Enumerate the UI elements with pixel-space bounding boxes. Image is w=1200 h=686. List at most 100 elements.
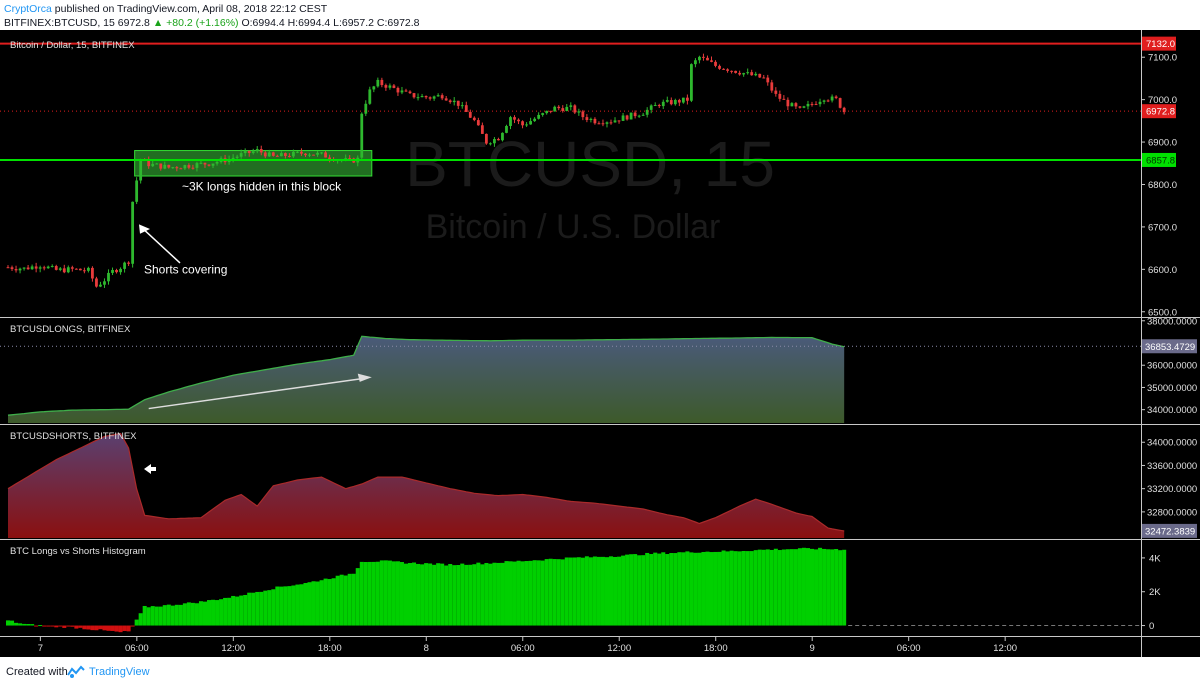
longs-axis-label: 35000.0000 (1147, 383, 1197, 394)
histogram-bar (408, 563, 413, 626)
histogram-bar (765, 549, 770, 626)
histogram-bar (536, 560, 541, 626)
candle-body (187, 165, 191, 168)
time-axis-label: 18:00 (318, 643, 342, 654)
candle-body (103, 281, 106, 285)
watermark-name: Bitcoin / U.S. Dollar (426, 208, 721, 246)
histogram-bar (263, 590, 268, 626)
histogram-bar (78, 625, 83, 628)
candle-body (42, 267, 46, 269)
histogram-bar (625, 554, 630, 626)
candle-body (484, 133, 488, 144)
histogram-bar (460, 563, 465, 626)
histogram-bar (178, 604, 183, 626)
histogram-bar (412, 562, 417, 626)
histogram-bar (399, 562, 404, 626)
histogram-bar (303, 582, 308, 626)
candle-body (239, 153, 243, 157)
watermark-symbol: BTCUSD, 15 (405, 128, 775, 200)
candle-body (235, 156, 239, 158)
candle-body (115, 269, 118, 273)
tradingview-brand[interactable]: TradingView (89, 666, 150, 678)
histogram-bar (745, 551, 750, 626)
author-link[interactable]: CryptOrca (4, 3, 52, 15)
histogram-bar (339, 574, 344, 626)
histogram-bar (568, 557, 573, 626)
histogram-bar (717, 551, 722, 626)
histogram-bar (110, 625, 115, 631)
histogram-bar (673, 553, 678, 626)
histogram-bar (637, 555, 642, 626)
candle-body (151, 163, 155, 167)
candle-body (577, 111, 581, 113)
histogram-bar (194, 603, 199, 626)
candle-body (119, 268, 122, 273)
histogram-bar (440, 563, 445, 626)
time-axis-label: 12:00 (221, 643, 245, 654)
candle-body (215, 161, 219, 164)
histogram-bar (757, 549, 762, 626)
histogram-bar (810, 548, 815, 626)
candle-body (38, 267, 42, 269)
histogram-bar (138, 613, 143, 626)
histogram-bar (70, 625, 75, 627)
histogram-bar (822, 548, 827, 626)
candle-body (513, 117, 516, 120)
shorts-axis-label: 32800.0000 (1147, 507, 1197, 518)
histogram-bar (182, 603, 187, 626)
shorts-axis-label: 34000.0000 (1147, 438, 1197, 449)
candle-body (320, 152, 323, 154)
candle-body (460, 105, 464, 107)
candle-body (573, 105, 577, 113)
histogram-bar (391, 561, 396, 626)
candle-body (167, 164, 171, 168)
histogram-bar (613, 556, 618, 626)
annotation-arrow-head (139, 224, 150, 234)
chart-area[interactable]: BTCUSD, 15 Bitcoin / U.S. Dollar 7100.0 700… (0, 30, 1200, 657)
candle-body (416, 97, 420, 99)
histogram-bar (842, 549, 847, 626)
histogram-bar (564, 557, 569, 626)
histogram-axis-label: 2K (1149, 587, 1161, 598)
histogram-bar (275, 586, 280, 626)
shorts-line (7, 432, 845, 532)
histogram-bar (544, 559, 549, 626)
candle-body (529, 121, 532, 125)
candle-body (609, 122, 613, 124)
candle-body (613, 120, 617, 123)
histogram-axis-label: 0 (1149, 621, 1154, 632)
candle-body (288, 155, 291, 157)
candle-body (66, 267, 70, 273)
candle-body (565, 106, 569, 111)
histogram-bar (395, 561, 400, 626)
candle-body (818, 101, 822, 105)
histogram-bar (737, 551, 742, 626)
longs-pane-title: BTCUSDLONGS, BITFINEX (10, 324, 131, 335)
histogram-bar (773, 548, 778, 626)
histogram-bar (46, 625, 51, 627)
histogram-bar (291, 585, 296, 626)
histogram-bar (584, 556, 589, 626)
candle-body (637, 115, 641, 117)
histogram-bar (367, 561, 372, 626)
histogram-bar (609, 556, 614, 626)
histogram-bar (295, 584, 300, 626)
histogram-bar (733, 551, 738, 626)
symbol-label: BITFINEX:BTCUSD, 15 (4, 17, 115, 29)
candle-body (677, 99, 681, 103)
candle-body (706, 57, 709, 61)
candle-body (440, 95, 444, 99)
histogram-bar (552, 559, 557, 626)
histogram-bar (235, 596, 240, 626)
histogram-bar (560, 559, 565, 626)
candle-body (593, 118, 597, 124)
histogram-bar (508, 561, 513, 626)
price-axis-label: 7000.0 (1148, 95, 1177, 106)
histogram-bar (761, 549, 766, 626)
histogram-bar (436, 563, 441, 626)
price-level-value: 6972.8 (1146, 107, 1175, 118)
candle-body (669, 100, 673, 105)
price-level-badge (1142, 152, 1176, 167)
histogram-bar (621, 555, 626, 626)
